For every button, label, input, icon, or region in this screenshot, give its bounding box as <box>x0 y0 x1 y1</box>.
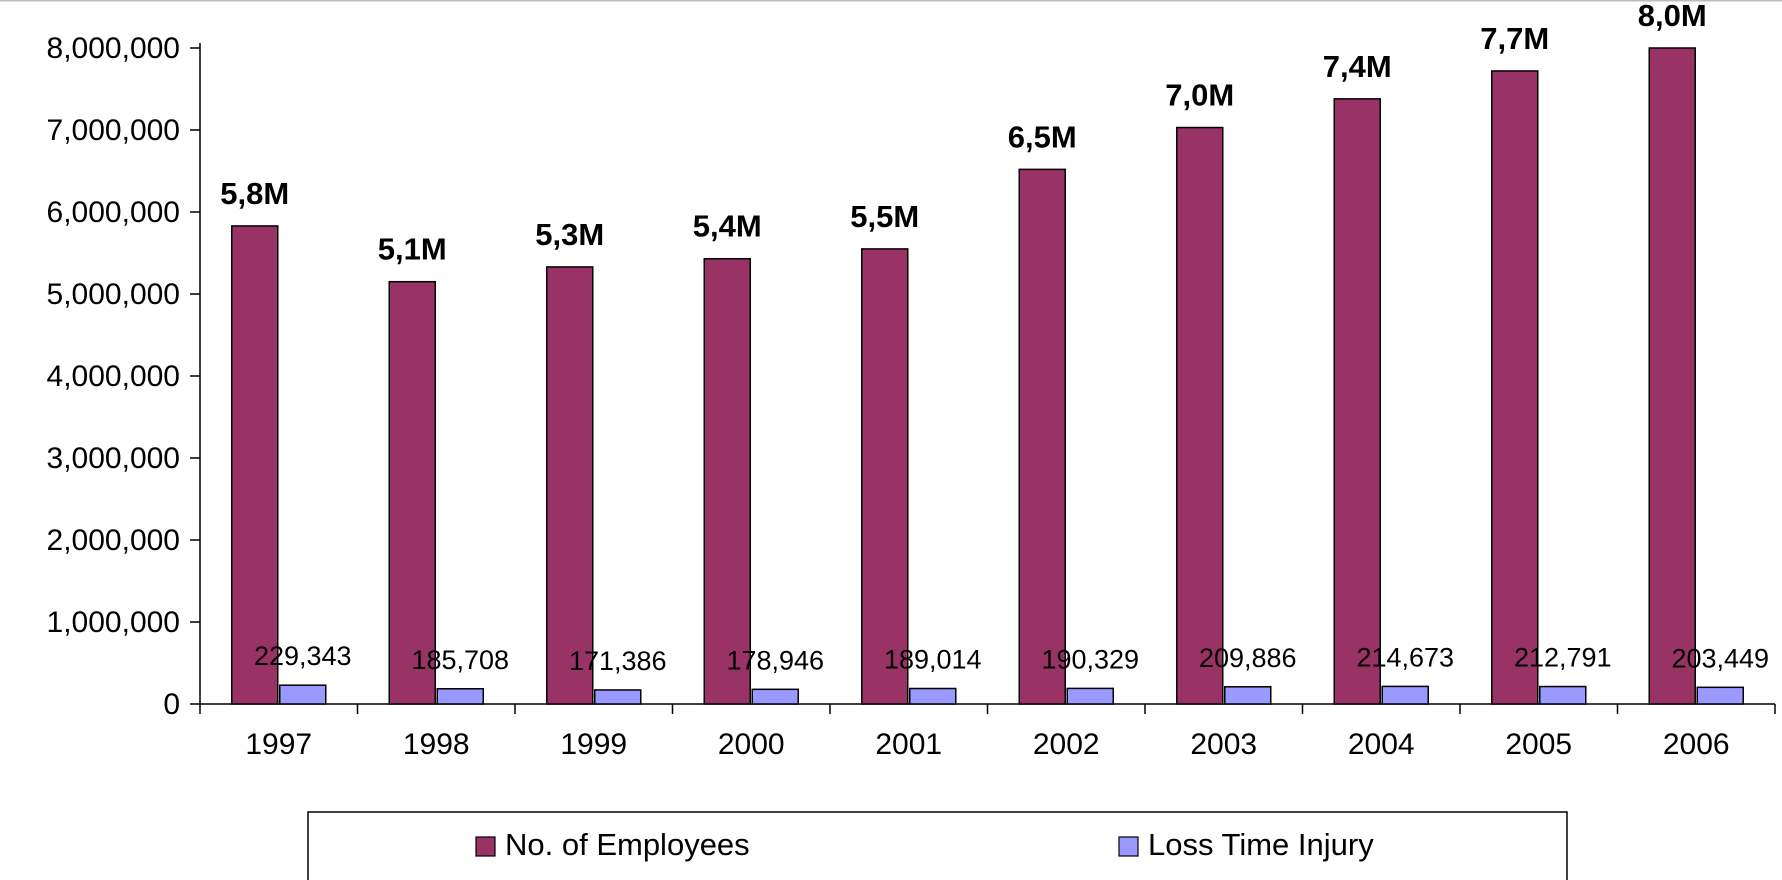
data-label-employees: 5,4M <box>693 209 762 244</box>
bar-employees <box>1176 126 1224 705</box>
y-tick-label: 8,000,000 <box>47 32 180 65</box>
legend-label-loss-time-injury: Loss Time Injury <box>1148 827 1374 862</box>
x-tick-label: 2005 <box>1505 728 1572 761</box>
x-tick-label: 2000 <box>718 728 785 761</box>
data-label-loss-time-injury: 190,329 <box>1041 644 1139 674</box>
data-label-employees: 5,8M <box>220 176 289 211</box>
data-label-employees: 5,3M <box>535 217 604 252</box>
data-label-employees: 5,1M <box>378 232 447 267</box>
bar-loss-time-injury <box>1539 685 1587 705</box>
x-tick-label: 2003 <box>1190 728 1257 761</box>
y-tick-label: 3,000,000 <box>47 442 180 475</box>
data-label-loss-time-injury: 212,791 <box>1514 643 1612 673</box>
data-label-loss-time-injury: 171,386 <box>569 646 667 676</box>
legend-box <box>307 811 1568 880</box>
x-tick-label: 2001 <box>875 728 942 761</box>
x-tick-label: 1998 <box>403 728 470 761</box>
plot-area: 0 1,000,000 2,000,000 3,000,000 4,000,000 5,0… <box>47 0 1776 761</box>
y-tick-label: 1,000,000 <box>47 606 180 639</box>
x-tick-label: 1999 <box>560 728 627 761</box>
bar-employees <box>1333 98 1381 705</box>
bar-loss-time-injury <box>1696 686 1744 705</box>
data-label-loss-time-injury: 185,708 <box>411 645 509 675</box>
x-tick-label: 2002 <box>1033 728 1100 761</box>
bar-employees <box>546 266 594 705</box>
y-tick-label: 7,000,000 <box>47 114 180 147</box>
bar-loss-time-injury <box>436 688 484 705</box>
legend-swatch-loss-time-injury <box>1118 836 1139 857</box>
data-label-employees: 5,5M <box>850 199 919 234</box>
data-label-employees: 7,0M <box>1165 78 1234 113</box>
bar-employees <box>861 248 909 705</box>
x-tick-label: 1997 <box>245 728 312 761</box>
data-label-loss-time-injury: 209,886 <box>1199 643 1297 673</box>
bar-employees <box>231 225 279 705</box>
bar-loss-time-injury <box>594 689 642 705</box>
data-label-employees: 7,4M <box>1323 49 1392 84</box>
legend: No. of Employees Loss Time Injury <box>307 811 1568 880</box>
data-label-loss-time-injury: 178,946 <box>726 645 824 675</box>
legend-label-employees: No. of Employees <box>505 827 750 862</box>
bar-loss-time-injury <box>909 687 957 705</box>
bar-employees <box>1648 47 1696 705</box>
bar-employees <box>703 257 751 705</box>
y-tick-label: 6,000,000 <box>47 196 180 229</box>
bar-loss-time-injury <box>279 684 327 705</box>
x-tick-label: 2006 <box>1663 728 1730 761</box>
data-label-employees: 8,0M <box>1638 0 1707 33</box>
legend-swatch-employees <box>475 836 496 857</box>
bar-loss-time-injury <box>1381 685 1429 705</box>
y-tick-label: 4,000,000 <box>47 360 180 393</box>
data-label-loss-time-injury: 214,673 <box>1356 642 1454 672</box>
y-tick-label: 5,000,000 <box>47 278 180 311</box>
bar-loss-time-injury <box>1224 686 1272 705</box>
bar-loss-time-injury <box>1066 687 1114 705</box>
data-label-employees: 6,5M <box>1008 119 1077 154</box>
y-tick-label: 2,000,000 <box>47 524 180 557</box>
y-tick-label: 0 <box>163 688 180 721</box>
data-label-employees: 7,7M <box>1480 21 1549 56</box>
data-label-loss-time-injury: 189,014 <box>884 645 982 675</box>
bar-employees <box>1018 168 1066 705</box>
data-label-loss-time-injury: 203,449 <box>1671 643 1769 673</box>
bar-loss-time-injury <box>751 688 799 705</box>
bar-employees <box>1491 70 1539 705</box>
data-label-loss-time-injury: 229,343 <box>254 641 352 671</box>
x-tick-label: 2004 <box>1348 728 1415 761</box>
bar-employees <box>388 280 436 705</box>
